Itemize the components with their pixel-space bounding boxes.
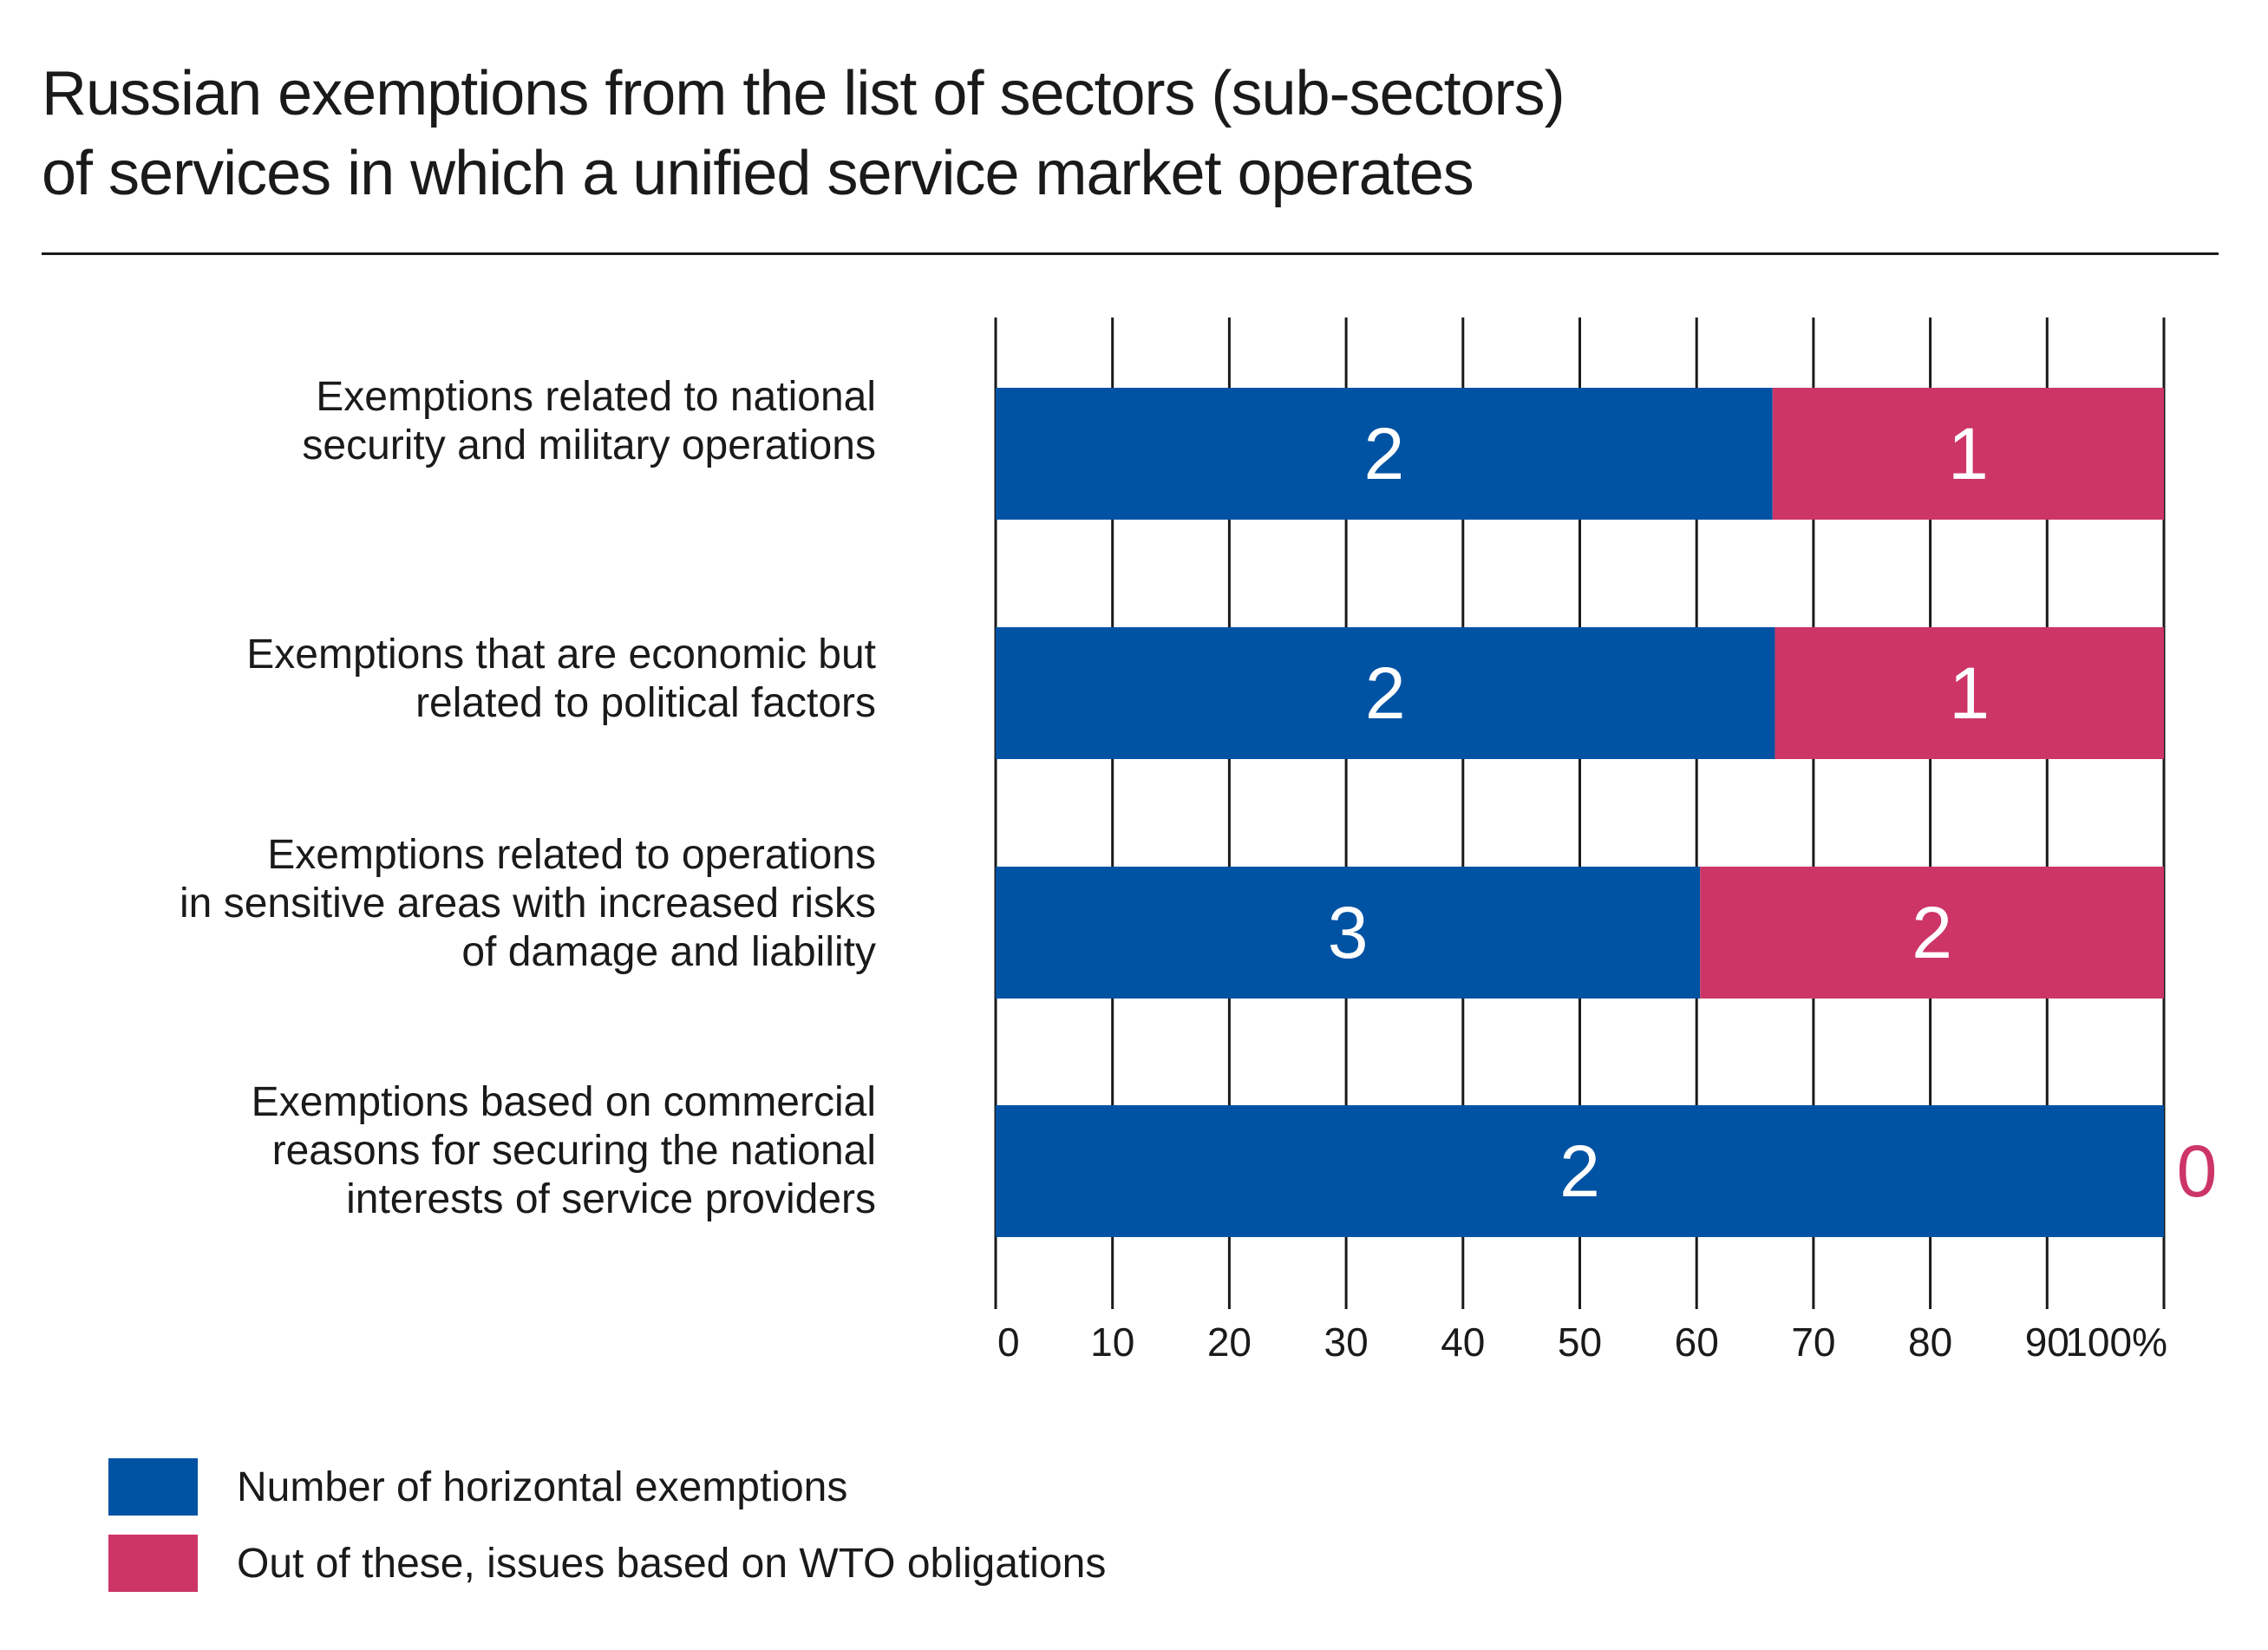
bar-segment [996, 627, 1775, 759]
chart-title-line-2: of services in which a unified service m… [42, 139, 1474, 208]
category-label-line: of damage and liability [461, 929, 876, 975]
x-tick-label: 60 [1675, 1319, 1719, 1365]
x-tick-label: 20 [1207, 1319, 1252, 1365]
x-tick-label: 90 [2025, 1319, 2069, 1365]
bar-value-label: 0 [2177, 1130, 2218, 1212]
x-tick-label: 100% [2065, 1319, 2167, 1365]
category-label-line: Exemptions based on commercial [251, 1079, 876, 1125]
chart-title-line-1: Russian exemptions from the list of sect… [42, 59, 1565, 128]
legend-swatch-horizontal [108, 1458, 198, 1516]
bar-segment [996, 867, 1701, 999]
bar-segment [1772, 388, 2164, 520]
bar-value-label: 1 [1948, 413, 1989, 494]
x-tick-label: 70 [1791, 1319, 1835, 1365]
category-label-line: Exemptions that are economic but [246, 632, 876, 678]
legend-label-horizontal: Number of horizontal exemptions [237, 1464, 848, 1510]
category-label-sensitive-areas: Exemptions related to operations in sens… [9, 831, 876, 977]
bar-value-labels: 2 1 2 1 3 2 2 0 [1328, 413, 2218, 1212]
bar-segment [1700, 867, 2164, 999]
category-label-commercial-reasons: Exemptions based on commercial reasons f… [9, 1078, 876, 1224]
category-label-line: Exemptions related to national [316, 374, 876, 420]
category-label-economic-political: Exemptions that are economic but related… [9, 631, 876, 728]
category-label-line: interests of service providers [346, 1176, 876, 1222]
bar-value-label: 2 [1912, 892, 1952, 973]
category-label-line: related to political factors [415, 680, 876, 726]
bar-segment [1775, 627, 2164, 759]
x-tick-label: 30 [1324, 1319, 1369, 1365]
x-tick-label: 10 [1090, 1319, 1134, 1365]
bar-value-label: 1 [1949, 652, 1990, 734]
bar-segment [996, 388, 1773, 520]
category-label-line: security and military operations [302, 422, 876, 468]
legend-label-wto: Out of these, issues based on WTO obliga… [237, 1541, 1107, 1587]
bar-value-label: 2 [1365, 652, 1406, 734]
bar-value-label: 2 [1559, 1130, 1600, 1212]
bar-segment [996, 1105, 2164, 1237]
title-divider [42, 252, 2219, 255]
category-label-line: in sensitive areas with increased risks [180, 881, 876, 926]
legend-swatch-wto [108, 1535, 198, 1592]
bars [996, 388, 2164, 1237]
bar-value-label: 2 [1364, 413, 1405, 494]
chart-title: Russian exemptions from the list of sect… [42, 54, 2123, 213]
category-label-national-security: Exemptions related to national security … [9, 373, 876, 470]
x-tick-label: 80 [1908, 1319, 1952, 1365]
category-label-line: Exemptions related to operations [267, 832, 876, 878]
bar-value-label: 3 [1328, 892, 1369, 973]
category-label-line: reasons for securing the national [271, 1128, 876, 1174]
x-tick-label: 0 [997, 1319, 1020, 1365]
x-tick-label: 40 [1441, 1319, 1485, 1365]
x-tick-label: 50 [1558, 1319, 1602, 1365]
